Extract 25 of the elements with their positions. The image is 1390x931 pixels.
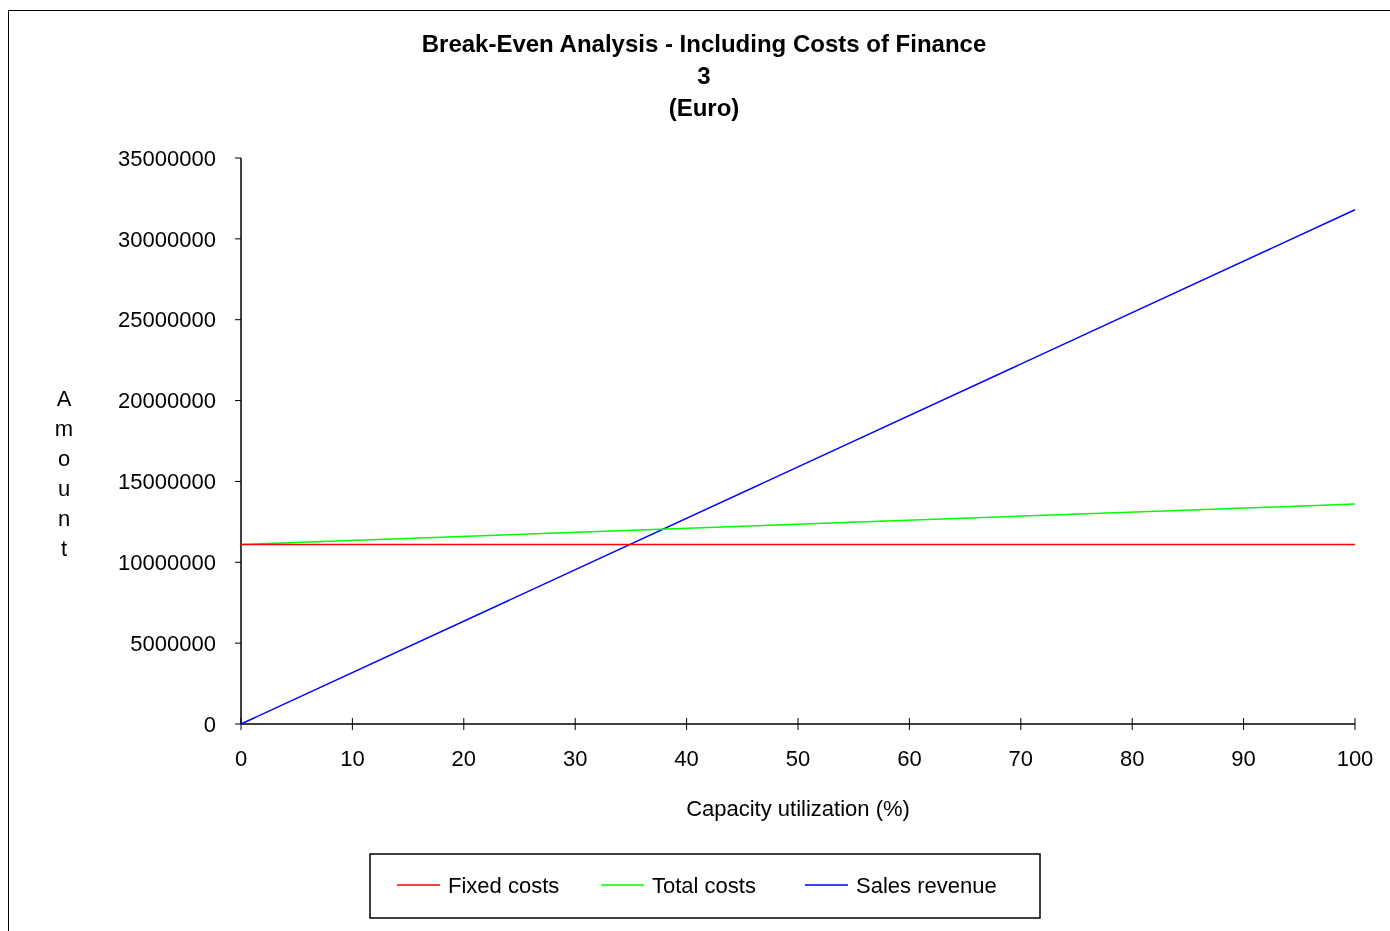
y-axis-title: Amount bbox=[54, 386, 74, 561]
x-tick-label: 100 bbox=[1336, 746, 1374, 771]
y-tick-label: 30000000 bbox=[118, 226, 216, 252]
x-tick-label: 30 bbox=[562, 746, 588, 771]
x-tick-label: 10 bbox=[340, 746, 365, 771]
x-tick-label: 90 bbox=[1231, 746, 1256, 771]
x-tick-label: 40 bbox=[674, 746, 699, 771]
legend-label: Sales revenue bbox=[856, 872, 997, 898]
x-tick-label: 60 bbox=[897, 746, 922, 771]
x-axis-title: Capacity utilization (%) bbox=[686, 796, 910, 821]
y-tick-label: 5000000 bbox=[130, 630, 216, 656]
x-tick-label: 20 bbox=[451, 746, 477, 771]
y-tick-label: 20000000 bbox=[118, 388, 216, 414]
x-tick-label: 80 bbox=[1119, 746, 1145, 771]
y-tick-label: 25000000 bbox=[118, 307, 216, 333]
y-tick-label: 35000000 bbox=[118, 145, 216, 171]
x-tick-label: 0 bbox=[234, 746, 248, 771]
y-tick-label: 15000000 bbox=[118, 469, 216, 495]
y-tick-label: 0 bbox=[203, 711, 216, 737]
x-tick-label: 70 bbox=[1008, 746, 1034, 771]
legend-label: Total costs bbox=[652, 872, 756, 898]
x-tick-label: 50 bbox=[785, 746, 811, 771]
y-tick-label: 10000000 bbox=[118, 549, 216, 575]
legend-label: Fixed costs bbox=[448, 872, 560, 898]
chart-title: Break-Even Analysis - Including Costs of Finance 3 (Euro) bbox=[421, 30, 987, 121]
